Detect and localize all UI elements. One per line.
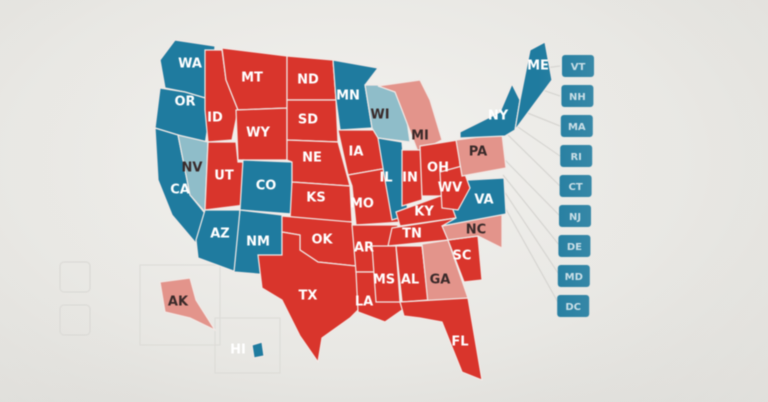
callout-line <box>502 174 561 247</box>
state-label-nv: NV <box>182 161 203 176</box>
state-label-or: OR <box>174 95 195 110</box>
state-label-ms: MS <box>373 273 395 288</box>
state-label-mo: MO <box>350 197 374 212</box>
small-state-label-nh: NH <box>569 92 586 103</box>
state-label-fl: FL <box>451 335 468 350</box>
state-label-al: AL <box>401 273 419 288</box>
state-label-tx: TX <box>299 289 318 304</box>
state-label-nc: NC <box>466 223 486 238</box>
state-label-wv: WV <box>438 181 462 196</box>
state-label-pa: PA <box>469 145 487 160</box>
state-fl[interactable] <box>399 297 483 381</box>
state-label-ks: KS <box>306 191 325 206</box>
state-me[interactable] <box>514 41 553 131</box>
state-label-sc: SC <box>453 249 472 264</box>
state-label-me: ME <box>527 59 549 74</box>
small-state-label-dc: DC <box>565 302 581 313</box>
state-label-ut: UT <box>214 169 234 184</box>
callout-line <box>497 194 561 307</box>
state-label-ga: GA <box>430 273 451 288</box>
small-state-label-nj: NJ <box>569 212 581 223</box>
small-state-label-md: MD <box>565 272 583 283</box>
state-label-il: IL <box>379 171 392 186</box>
state-label-oh: OH <box>427 161 449 176</box>
state-hi[interactable] <box>251 341 265 359</box>
state-label-sd: SD <box>298 113 318 128</box>
state-label-in: IN <box>402 171 418 186</box>
state-label-mi: MI <box>411 129 429 144</box>
state-label-id: ID <box>207 111 223 126</box>
state-label-ca: CA <box>170 183 190 198</box>
state-label-wy: WY <box>246 126 270 141</box>
state-label-ny: NY <box>488 109 509 124</box>
small-state-label-ma: MA <box>568 122 586 133</box>
state-label-tn: TN <box>402 227 422 242</box>
state-label-ak: AK <box>168 295 189 310</box>
state-label-mn: MN <box>336 89 360 104</box>
legend-box <box>59 304 91 336</box>
state-label-nd: ND <box>297 73 319 88</box>
state-label-az: AZ <box>210 227 230 242</box>
callout-line <box>499 184 561 277</box>
inset-frames <box>59 261 281 374</box>
state-label-ne: NE <box>302 151 322 166</box>
state-label-mt: MT <box>241 71 263 86</box>
state-label-ia: IA <box>349 145 364 160</box>
state-label-nm: NM <box>246 235 270 250</box>
state-label-va: VA <box>474 193 493 208</box>
small-state-label-ri: RI <box>570 152 581 163</box>
state-label-ky: KY <box>414 205 434 220</box>
state-label-co: CO <box>256 179 277 194</box>
callout-line <box>507 134 561 187</box>
state-label-hi: HI <box>230 343 246 358</box>
state-label-la: LA <box>355 295 373 310</box>
small-state-boxes: VT NH MA RI CT NJ DE MD DC <box>557 55 594 317</box>
state-label-ar: AR <box>354 241 374 256</box>
small-state-label-vt: VT <box>571 62 586 73</box>
state-label-ok: OK <box>311 233 333 248</box>
callout-line <box>514 124 561 157</box>
hawaii-inset-frame <box>214 317 281 374</box>
state-label-wa: WA <box>178 57 202 72</box>
small-state-label-ct: CT <box>569 182 583 193</box>
state-label-wi: WI <box>370 108 389 123</box>
small-state-label-de: DE <box>567 242 582 253</box>
legend-box <box>59 261 91 293</box>
